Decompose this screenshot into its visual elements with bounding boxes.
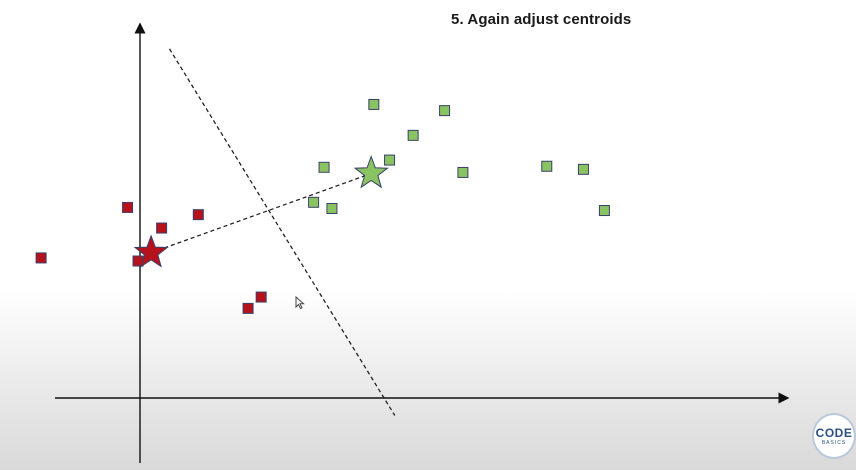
green-cluster-point [326, 202, 338, 214]
logo-main-text: CODE [815, 426, 853, 440]
green-cluster-point [318, 161, 330, 173]
green-cluster-point [368, 98, 380, 110]
red-cluster-point [192, 209, 204, 221]
green-cluster-point [577, 163, 589, 175]
green-cluster-point [407, 129, 419, 141]
green-cluster-point [308, 196, 320, 208]
codebasics-logo: CODE BASICS [812, 413, 856, 459]
green-cluster-point [598, 205, 610, 217]
red-cluster-point [156, 222, 168, 234]
green-centroid-star [353, 155, 389, 189]
red-cluster-point [242, 302, 254, 314]
green-cluster-point [384, 154, 396, 166]
mouse-pointer-icon [295, 296, 305, 310]
decision-boundary-line [168, 48, 396, 416]
red-cluster-point [122, 201, 134, 213]
red-cluster-point [255, 291, 267, 303]
green-cluster-point [439, 105, 451, 117]
red-cluster-point [35, 252, 47, 264]
green-cluster-point [541, 160, 553, 172]
centroid-link-line [150, 172, 372, 254]
green-cluster-point [457, 166, 469, 178]
slide-title: 5. Again adjust centroids [451, 11, 632, 28]
logo-sub-text: BASICS [821, 440, 847, 446]
red-centroid-star [133, 234, 169, 268]
